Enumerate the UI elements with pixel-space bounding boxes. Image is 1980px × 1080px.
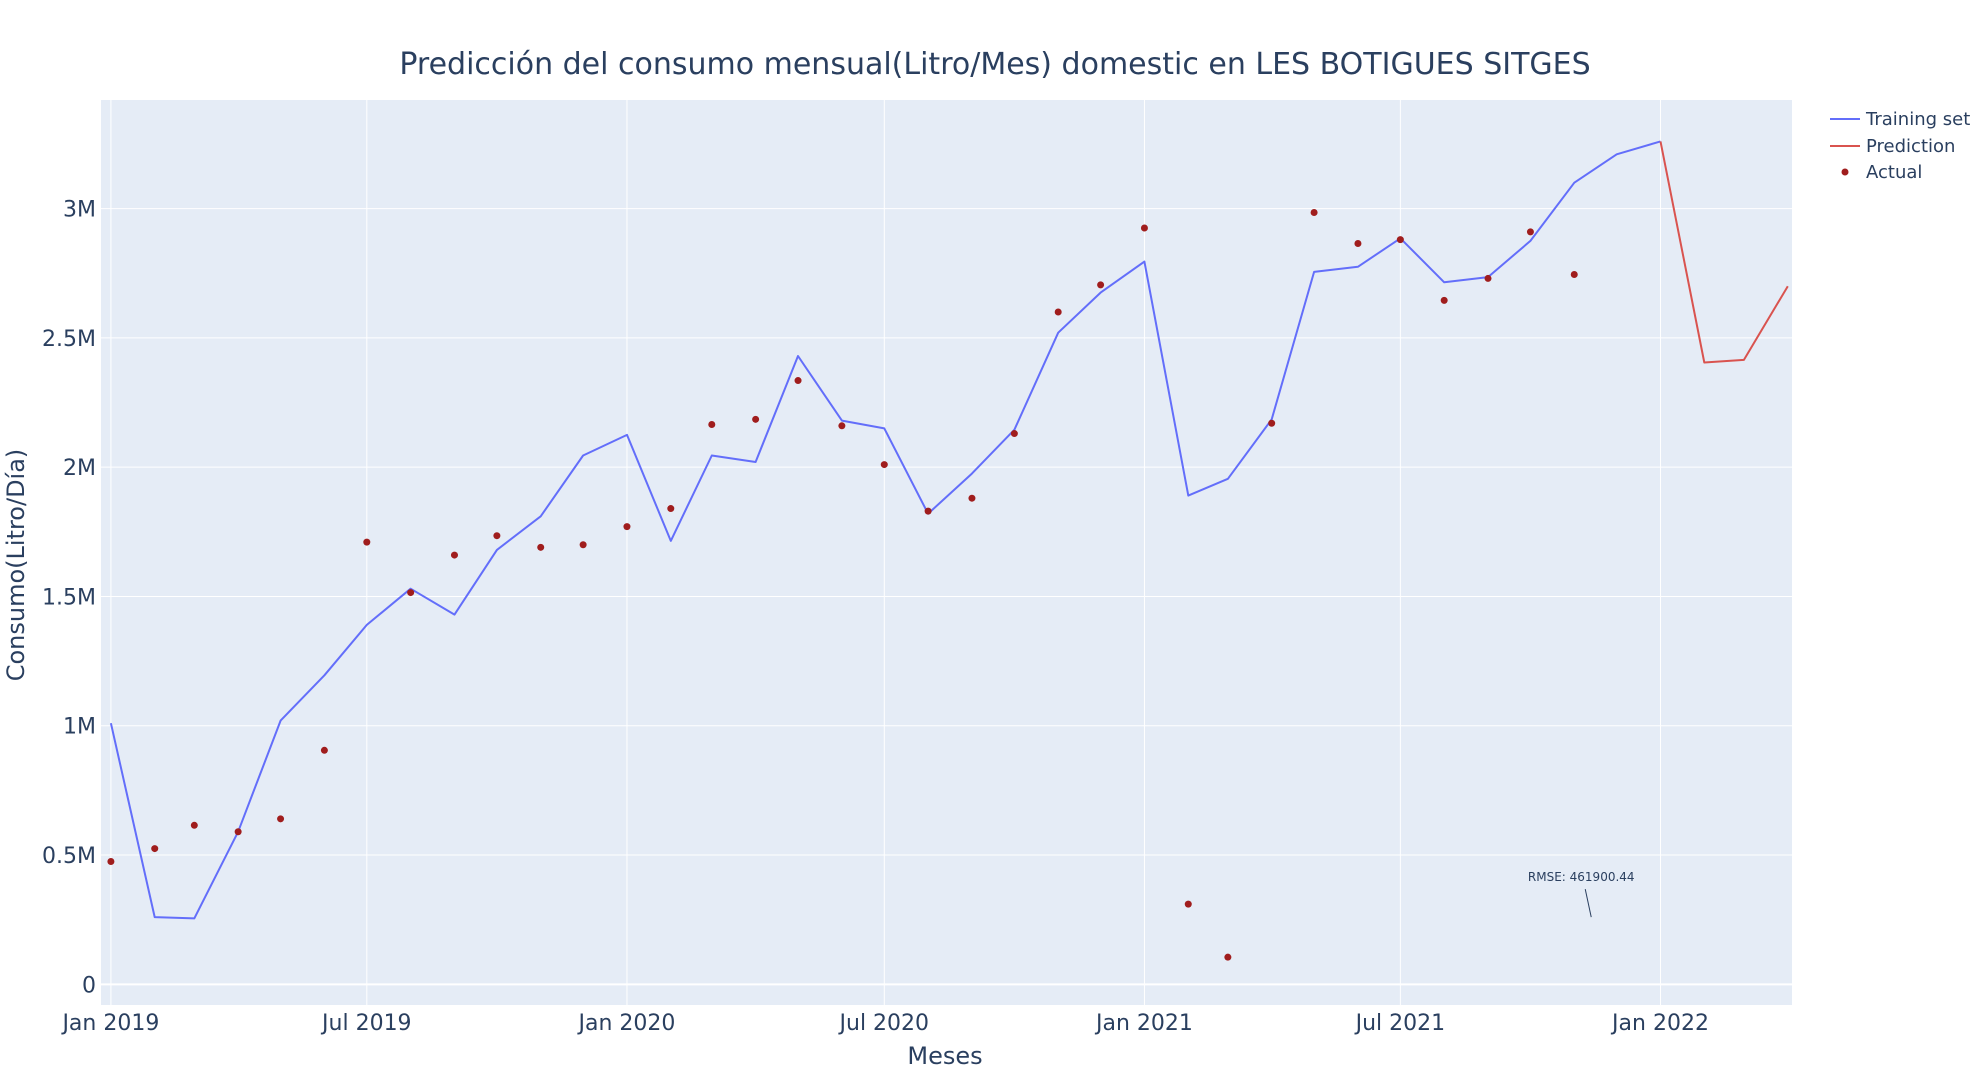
- x-tick-label: Jan 2020: [577, 1011, 676, 1036]
- actual-point: [1010, 430, 1018, 438]
- actual-point: [968, 494, 976, 502]
- actual-point: [407, 589, 415, 597]
- actual-point: [1570, 271, 1578, 279]
- actual-point: [277, 815, 285, 823]
- legend[interactable]: Training set Prediction Actual: [1830, 109, 1970, 183]
- actual-point: [190, 821, 198, 829]
- actual-point: [151, 845, 159, 853]
- plot-area[interactable]: [101, 100, 1792, 1005]
- actual-point: [838, 422, 846, 430]
- actual-point: [1440, 296, 1448, 304]
- actual-point: [107, 857, 115, 865]
- legend-item-prediction[interactable]: Prediction: [1830, 136, 1955, 157]
- actual-point: [1484, 274, 1492, 282]
- grid-lines: [101, 100, 1792, 1005]
- x-tick-label: Jul 2021: [1354, 1011, 1446, 1036]
- annotation-arrow: [1584, 888, 1592, 918]
- legend-label: Prediction: [1866, 136, 1955, 157]
- x-tick-label: Jan 2022: [1610, 1011, 1709, 1036]
- y-tick-label: 3M: [63, 198, 96, 223]
- actual-point: [450, 551, 458, 559]
- actual-point: [880, 461, 888, 469]
- actual-point: [794, 377, 802, 385]
- x-tick-label: Jul 2020: [838, 1011, 930, 1036]
- actual-point: [1097, 281, 1105, 289]
- actual-point: [1140, 224, 1148, 232]
- chart-title: Predicción del consumo mensual(Litro/Mes…: [399, 47, 1590, 82]
- actual-point: [752, 415, 760, 423]
- x-axis-title: Meses: [907, 1042, 982, 1070]
- actual-point: [1354, 240, 1362, 248]
- x-tick-label: Jul 2019: [320, 1011, 412, 1036]
- legend-item-training-set[interactable]: Training set: [1830, 109, 1970, 130]
- series-layer: [107, 140, 1789, 961]
- actual-point: [1310, 208, 1318, 216]
- actual-point: [234, 828, 242, 836]
- actual-point: [493, 532, 501, 540]
- actual-point: [1054, 308, 1062, 316]
- legend-label: Training set: [1865, 109, 1970, 130]
- actual-point: [708, 421, 716, 429]
- actual-point: [363, 538, 371, 546]
- legend-swatch-marker: [1841, 168, 1849, 176]
- actual-point: [1268, 419, 1276, 427]
- y-tick-label: 1.5M: [42, 585, 96, 610]
- y-axis-title: Consumo(Litro/Día): [2, 449, 30, 682]
- y-tick-label: 1M: [63, 715, 96, 740]
- y-axis-ticks: 0 0.5M 1M 1.5M 2M 2.5M 3M: [42, 198, 96, 999]
- x-tick-label: Jan 2019: [60, 1011, 159, 1036]
- actual-point: [1396, 236, 1404, 244]
- actual-point: [320, 746, 328, 754]
- actual-point: [623, 523, 631, 531]
- y-tick-label: 0: [82, 973, 96, 998]
- actual-point: [667, 505, 675, 513]
- series-line-prediction: [1659, 141, 1789, 364]
- rmse-annotation: RMSE: 461900.44: [1528, 870, 1635, 918]
- actual-point: [579, 541, 587, 549]
- legend-item-actual[interactable]: Actual: [1841, 162, 1923, 183]
- y-tick-label: 2M: [63, 456, 96, 481]
- y-tick-label: 0.5M: [42, 844, 96, 869]
- x-tick-label: Jan 2021: [1094, 1011, 1193, 1036]
- annotation-text: RMSE: 461900.44: [1528, 870, 1635, 884]
- actual-point: [1184, 900, 1192, 908]
- actual-point: [1526, 228, 1534, 236]
- y-tick-label: 2.5M: [42, 327, 96, 352]
- actual-point: [924, 507, 932, 515]
- legend-label: Actual: [1866, 162, 1922, 183]
- actual-point: [1224, 953, 1232, 961]
- x-axis-ticks: Jan 2019 Jul 2019 Jan 2020 Jul 2020 Jan 2021…: [60, 1011, 1709, 1036]
- actual-point: [537, 543, 545, 551]
